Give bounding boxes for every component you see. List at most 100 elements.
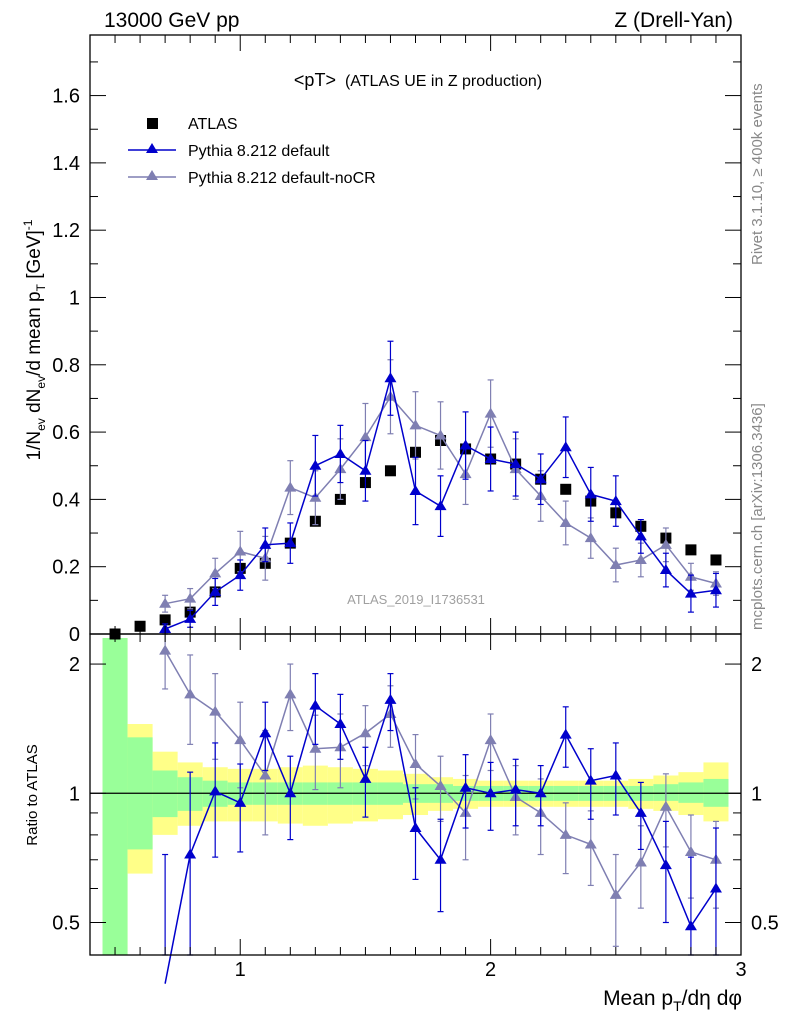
ylabel-part-b: dN <box>24 389 45 419</box>
ratio-default-point <box>334 718 347 729</box>
y-tick-label: 1 <box>69 287 80 309</box>
ratio-y-tick-label-right: 2 <box>751 654 762 676</box>
main-default-point <box>534 473 547 484</box>
x-tick-label: 2 <box>485 959 496 981</box>
xlabel-part-b: /dη dφ <box>682 987 742 1010</box>
ratio-default-point <box>459 781 472 792</box>
main-nocr-point <box>159 597 172 608</box>
main-nocr-point <box>184 592 197 603</box>
ylabel-part-c: /d mean p <box>24 291 45 376</box>
ratio-default-point <box>634 806 647 817</box>
ratio-default-point <box>309 699 322 710</box>
main-y-axis-label: 1/Nev dNev/d mean pT [GeV]-1 <box>21 219 48 460</box>
main-nocr-point <box>634 553 647 564</box>
ratio-nocr-point <box>559 828 572 839</box>
atlas-point <box>159 614 171 626</box>
ratio-default-point <box>484 787 497 798</box>
main-default-point <box>509 458 522 469</box>
ratio-y-tick-label-right: 0.5 <box>751 912 779 934</box>
ratio-nocr-point <box>359 727 372 738</box>
ratio-default-point <box>184 848 197 859</box>
main-nocr-point <box>484 407 497 418</box>
main-default-point <box>709 584 722 595</box>
ratio-nocr-point <box>259 769 272 780</box>
x-tick-label: 3 <box>735 959 746 981</box>
ratio-default-point <box>684 920 697 931</box>
analysis-label: ATLAS_2019_I1736531 <box>347 592 485 607</box>
y-tick-label: 0.2 <box>52 557 80 579</box>
ratio-nocr-point <box>484 734 497 745</box>
ratio-y-tick-label-left: 2 <box>69 654 80 676</box>
axis-ticks: 1 2 3 0 0.2 0.4 0.6 0.8 1 1.2 1.4 1.6 0.5 0.5 1 1 2 2 <box>52 35 779 981</box>
main-default-point <box>209 585 222 596</box>
y-tick-label: 1.4 <box>52 153 80 175</box>
ratio-default-point <box>559 728 572 739</box>
ratio-y-tick-label-left: 0.5 <box>52 912 80 934</box>
main-nocr-point <box>359 431 372 442</box>
ratio-default-point <box>659 859 672 870</box>
main-nocr-point <box>584 532 597 543</box>
y-tick-label: 0.6 <box>52 422 80 444</box>
y-tick-label: 0.8 <box>52 355 80 377</box>
main-nocr-point <box>609 559 622 570</box>
ratio-default-point <box>534 787 547 798</box>
main-data-layer <box>109 340 722 640</box>
ylabel-sub-c: T <box>34 283 48 291</box>
ratio-default-point <box>709 882 722 893</box>
ylabel-part-a: 1/N <box>24 431 45 461</box>
main-nocr-point <box>559 516 572 527</box>
legend-marker-atlas <box>147 118 158 129</box>
main-nocr-point <box>434 429 447 440</box>
main-default-point <box>284 537 297 548</box>
main-nocr-point <box>659 538 672 549</box>
y-tick-label: 0 <box>69 624 80 646</box>
ylabel-part-d: [GeV] <box>24 230 45 284</box>
ratio-nocr-point <box>309 742 322 753</box>
main-default-point <box>559 441 572 452</box>
main-default-point <box>334 447 347 458</box>
main-default-point <box>184 612 197 623</box>
ratio-nocr-point <box>184 688 197 699</box>
ratio-default-point <box>284 787 297 798</box>
ratio-y-tick-label-left: 1 <box>69 783 80 805</box>
main-default-point <box>234 569 247 580</box>
y-tick-label: 0.4 <box>52 489 80 511</box>
ylabel-sub-b: ev <box>34 376 48 389</box>
chart-title-main: <pT> <box>294 70 336 90</box>
x-axis-label: Mean pT/dη dφ <box>603 987 742 1014</box>
ratio-y-tick-label-right: 1 <box>751 783 762 805</box>
legend-label-default: Pythia 8.212 default <box>188 143 330 160</box>
main-default-point <box>384 372 397 383</box>
atlas-point <box>710 554 722 566</box>
main-default-point <box>584 488 597 499</box>
main-default-point <box>459 439 472 450</box>
y-tick-label: 1.6 <box>52 86 80 108</box>
ratio-nocr-point <box>634 856 647 867</box>
ratio-default-point <box>509 783 522 794</box>
ratio-default-point <box>609 769 622 780</box>
legend: ATLAS Pythia 8.212 default Pythia 8.212 … <box>128 116 376 187</box>
band-inner <box>678 782 704 803</box>
legend-label-atlas: ATLAS <box>188 116 238 133</box>
ylabel-sub-a: ev <box>34 418 48 431</box>
ratio-default-point <box>209 785 222 796</box>
main-default-point <box>359 464 372 475</box>
ratio-nocr-point <box>609 888 622 899</box>
ratio-nocr-point <box>159 644 172 655</box>
legend-marker-nocr <box>146 170 158 180</box>
ratio-nocr-point <box>209 705 222 716</box>
ratio-default-point <box>234 796 247 807</box>
ratio-default-point <box>434 853 447 864</box>
ratio-nocr-point <box>409 758 422 769</box>
ratio-nocr-point <box>684 845 697 856</box>
main-default-point <box>684 587 697 598</box>
main-nocr-point <box>309 491 322 502</box>
ratio-default-point <box>409 822 422 833</box>
x-tick-label: 1 <box>235 959 246 981</box>
main-default-point <box>434 500 447 511</box>
ratio-nocr-point <box>284 688 297 699</box>
ratio-default-point <box>584 774 597 785</box>
rivet-label: Rivet 3.1.10, ≥ 400k events <box>749 83 766 265</box>
ratio-nocr-point <box>659 800 672 811</box>
